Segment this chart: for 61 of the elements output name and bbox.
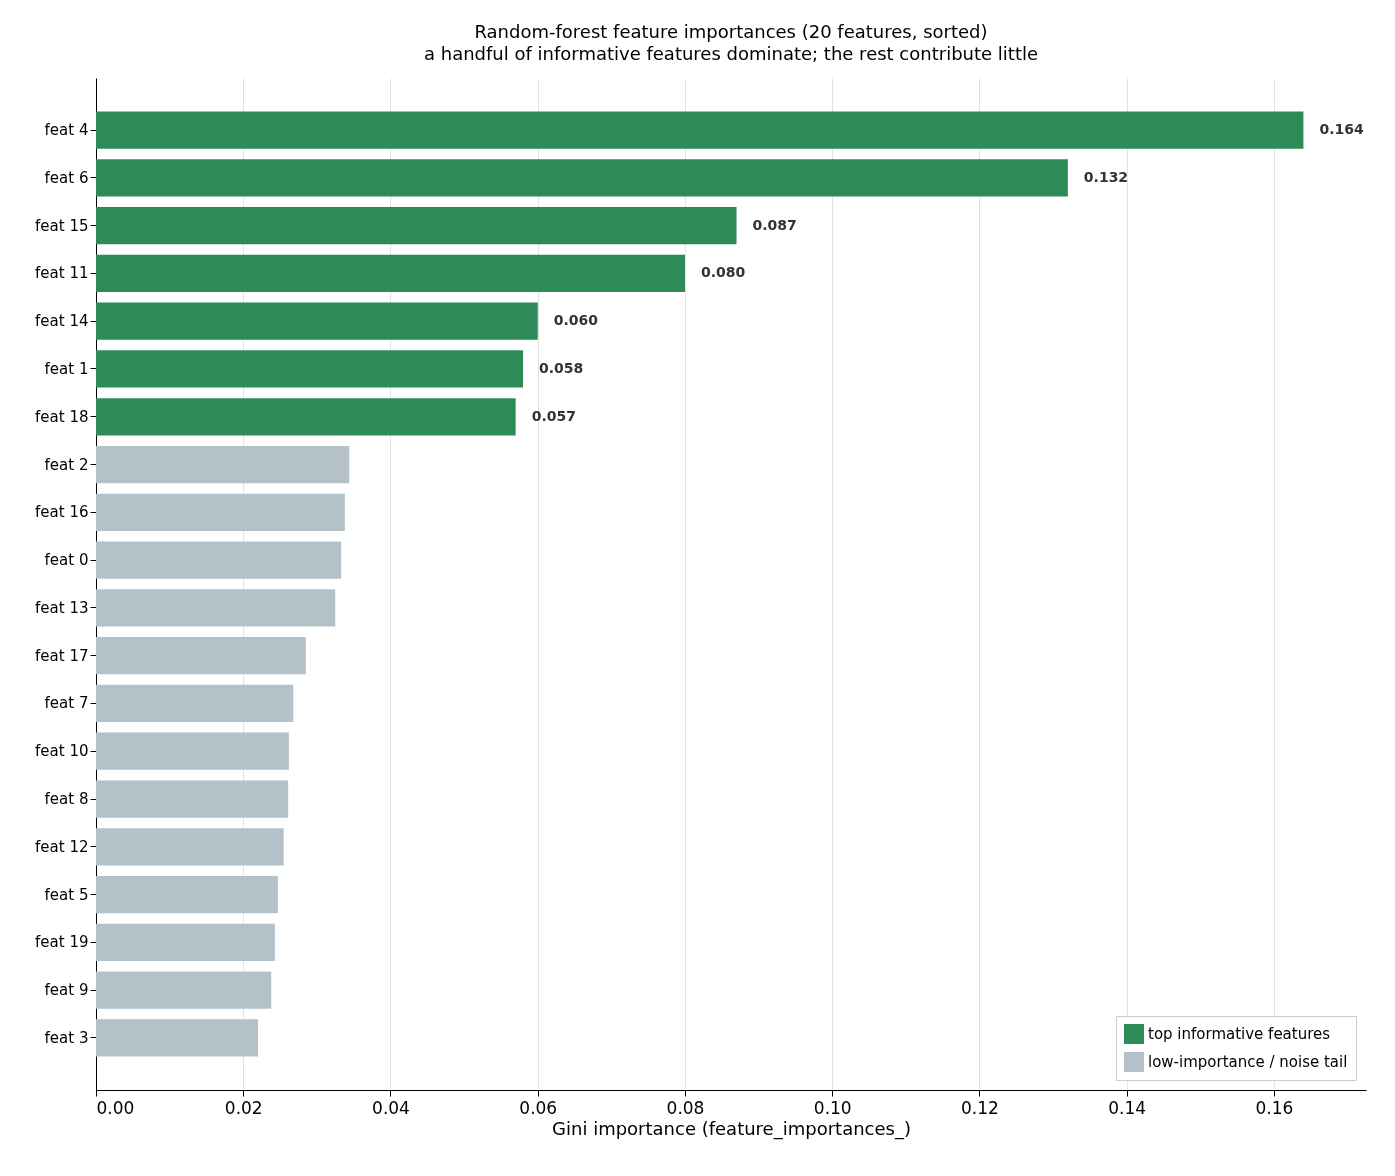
bar: [96, 875, 278, 914]
bar: [96, 302, 538, 340]
y-tick-label: feat 16: [35, 503, 89, 522]
bar: [96, 445, 350, 484]
bar: [96, 637, 306, 675]
chart-title: Random-forest feature importances (20 features, sorted): [474, 21, 988, 42]
y-tick-label: feat 11: [35, 264, 89, 283]
x-tick-label: 0.16: [1255, 1097, 1294, 1118]
x-tick-label: 0.02: [224, 1097, 263, 1118]
y-tick-label: feat 18: [35, 407, 89, 426]
bar: [96, 350, 524, 388]
data-label: 0.087: [752, 216, 797, 233]
bar: [96, 923, 275, 961]
y-tick-label: feat 14: [35, 312, 89, 331]
bar: [96, 1019, 258, 1057]
y-tick-label: feat 9: [44, 981, 89, 1000]
bar: [96, 589, 336, 627]
y-tick-label: feat 0: [44, 551, 89, 570]
data-label: 0.058: [539, 359, 584, 376]
x-tick-label: 0.00: [96, 1097, 135, 1118]
data-label: 0.080: [700, 264, 746, 281]
bar: [96, 684, 294, 723]
y-tick-label: feat 12: [35, 837, 89, 856]
y-tick-label: feat 17: [35, 646, 89, 665]
y-tick-label: feat 5: [44, 885, 89, 904]
legend-label: top informative features: [1148, 1025, 1331, 1043]
bar: [96, 111, 1304, 149]
x-tick-label: 0.06: [519, 1097, 558, 1118]
bar: [96, 732, 289, 770]
chart-subtitle: a handful of informative features dominate; the rest contribute little: [423, 43, 1039, 64]
bar: [96, 254, 685, 293]
y-tick-label: feat 1: [44, 359, 89, 378]
bar: [96, 541, 342, 579]
bar: [96, 398, 516, 436]
y-tick-label: feat 2: [44, 455, 89, 474]
bar: [96, 780, 289, 818]
y-tick-label: feat 3: [44, 1028, 89, 1047]
data-label: 0.132: [1083, 168, 1129, 185]
x-axis-title: Gini importance (feature_importances_): [552, 1117, 911, 1140]
x-tick-label: 0.10: [813, 1097, 852, 1118]
y-tick-label: feat 15: [35, 216, 89, 235]
y-tick-label: feat 6: [44, 168, 89, 187]
bar: [96, 493, 345, 531]
bar: [96, 828, 284, 866]
y-tick-label: feat 8: [44, 790, 89, 809]
y-tick-label: feat 13: [35, 598, 89, 617]
bar: [96, 159, 1068, 197]
y-tick-label: feat 10: [35, 742, 89, 761]
legend-label: low-importance / noise tail: [1148, 1053, 1348, 1071]
data-label: 0.057: [531, 407, 576, 424]
x-tick-label: 0.08: [666, 1097, 705, 1118]
bar: [96, 207, 737, 245]
data-label: 0.164: [1319, 121, 1364, 138]
data-label: 0.060: [553, 312, 599, 329]
bar: [96, 971, 272, 1009]
y-tick-label: feat 4: [44, 121, 89, 140]
y-tick-label: feat 7: [44, 694, 89, 713]
x-tick-label: 0.14: [1108, 1097, 1147, 1118]
x-tick-label: 0.12: [961, 1097, 999, 1118]
x-tick-label: 0.04: [372, 1097, 410, 1118]
y-tick-label: feat 19: [35, 933, 89, 952]
